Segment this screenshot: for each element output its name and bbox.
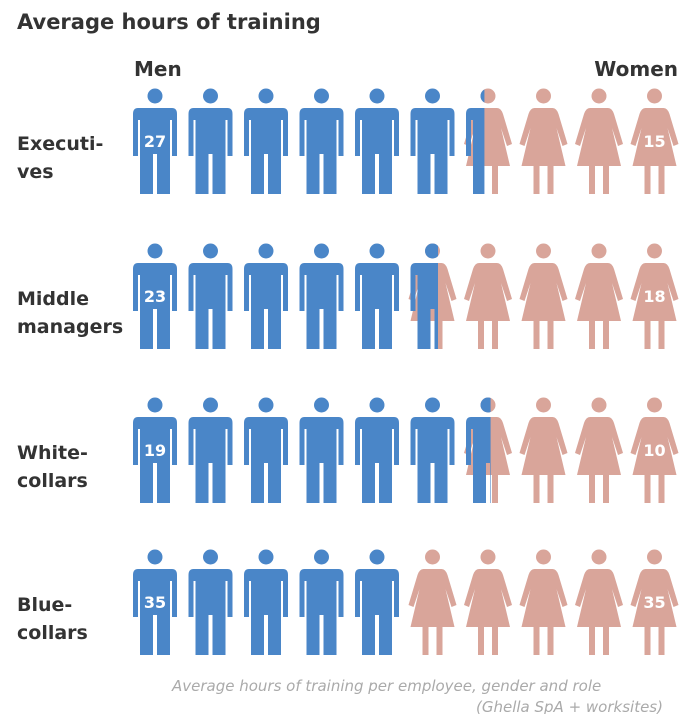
- person-icon: [188, 243, 233, 349]
- category-label: Executi-: [17, 133, 103, 155]
- category-label: collars: [17, 470, 88, 492]
- person-icon: [464, 549, 512, 655]
- value-label: 23: [144, 287, 166, 306]
- person-icon: [410, 88, 455, 194]
- person-icon: [133, 549, 177, 655]
- person-icon: [299, 243, 344, 349]
- person-icon: [244, 243, 288, 349]
- person-icon: [188, 549, 233, 655]
- category-label: White-: [17, 442, 88, 464]
- person-icon: [355, 397, 399, 503]
- person-icon: [299, 88, 344, 194]
- person-icon: [133, 243, 177, 349]
- person-icon: [575, 88, 623, 194]
- note: (Ghella SpA + worksites): [476, 698, 663, 714]
- person-icon: [519, 397, 568, 503]
- person-icon: [244, 397, 288, 503]
- person-icon: [575, 549, 623, 655]
- category-label: collars: [17, 622, 88, 644]
- value-label: 19: [144, 441, 166, 460]
- value-label: 35: [643, 593, 665, 612]
- category-label: Blue-: [17, 594, 72, 616]
- person-icon: [188, 88, 233, 194]
- category-label: Middle: [17, 288, 89, 310]
- person-icon: [355, 88, 399, 194]
- person-icon: [630, 549, 679, 655]
- person-icon: [244, 88, 288, 194]
- chart-title: Average hours of training: [17, 10, 321, 34]
- value-label: 18: [643, 287, 665, 306]
- person-icon: [299, 397, 344, 503]
- person-icon: [630, 397, 679, 503]
- legend-label: Men: [134, 57, 182, 81]
- person-icon: [464, 397, 512, 503]
- person-icon: [355, 549, 399, 655]
- person-icon: [355, 243, 399, 349]
- person-icon: [408, 243, 457, 349]
- person-icon: [630, 88, 679, 194]
- person-icon: [464, 243, 512, 349]
- category-label: managers: [17, 316, 123, 338]
- person-icon: [519, 549, 568, 655]
- person-icon: [299, 549, 344, 655]
- value-label: 27: [144, 132, 166, 151]
- note: Average hours of training per employee, …: [171, 677, 601, 695]
- value-label: 10: [643, 441, 665, 460]
- person-icon: [519, 243, 568, 349]
- person-icon: [575, 397, 623, 503]
- person-icon: [464, 88, 512, 194]
- legend-label: Women: [594, 57, 678, 81]
- person-icon: [188, 397, 233, 503]
- person-icon: [133, 88, 177, 194]
- person-icon: [244, 549, 288, 655]
- person-icon: [575, 243, 623, 349]
- person-icon: [133, 397, 177, 503]
- person-icon: [630, 243, 679, 349]
- person-icon: [410, 397, 455, 503]
- person-icon: [408, 549, 457, 655]
- person-icon: [519, 88, 568, 194]
- value-label: 35: [144, 593, 166, 612]
- value-label: 15: [643, 132, 665, 151]
- category-label: ves: [17, 161, 54, 183]
